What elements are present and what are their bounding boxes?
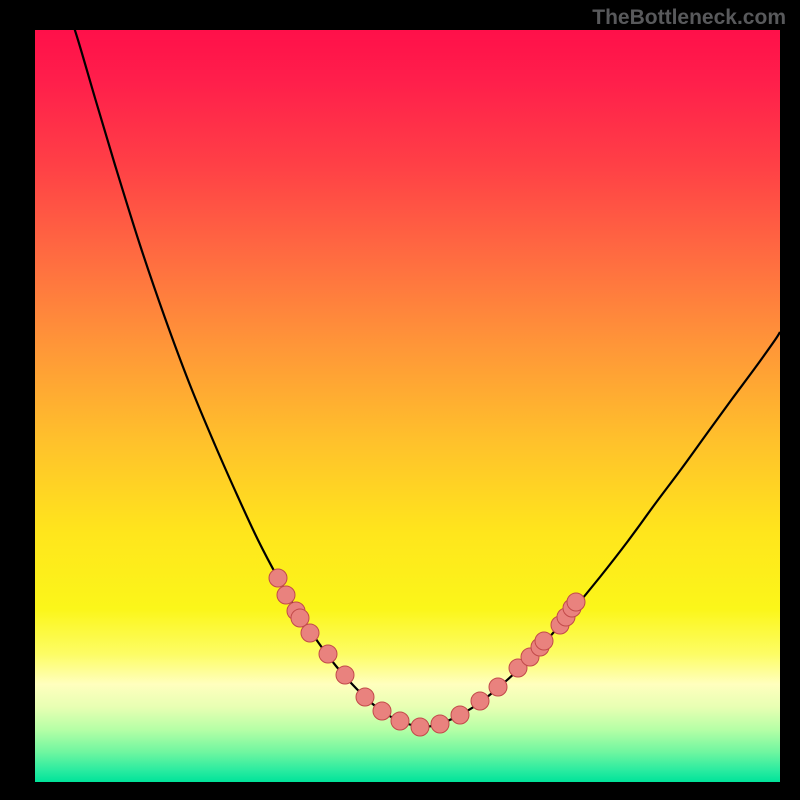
data-marker <box>567 593 585 611</box>
data-marker <box>451 706 469 724</box>
plot-area <box>35 30 780 782</box>
data-marker <box>269 569 287 587</box>
chart-svg <box>35 30 780 782</box>
data-marker <box>391 712 409 730</box>
data-marker <box>431 715 449 733</box>
data-marker <box>373 702 391 720</box>
data-marker <box>301 624 319 642</box>
marker-group <box>269 569 585 736</box>
curve-left <box>65 30 420 727</box>
data-marker <box>356 688 374 706</box>
data-marker <box>535 632 553 650</box>
data-marker <box>277 586 295 604</box>
curve-right <box>420 332 780 727</box>
data-marker <box>489 678 507 696</box>
data-marker <box>411 718 429 736</box>
data-marker <box>336 666 354 684</box>
data-marker <box>471 692 489 710</box>
watermark-text: TheBottleneck.com <box>592 6 786 30</box>
data-marker <box>319 645 337 663</box>
